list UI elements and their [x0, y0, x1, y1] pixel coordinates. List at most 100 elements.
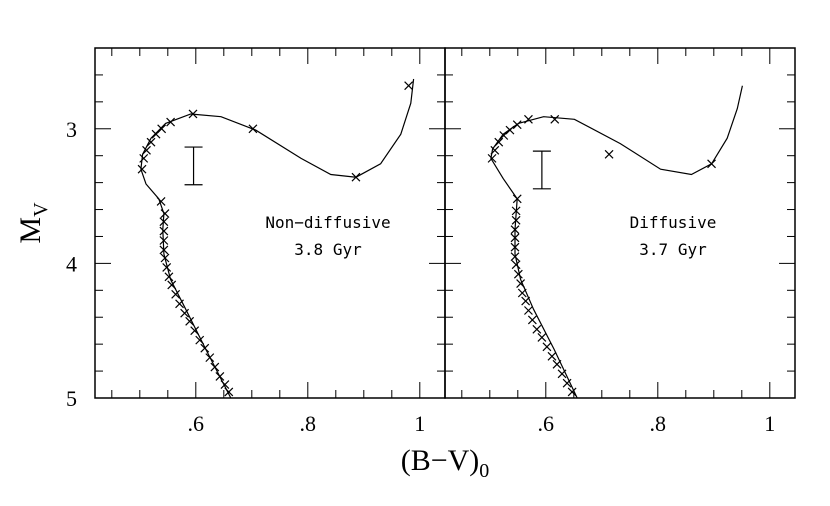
cross-marker [180, 308, 190, 318]
cross-stroke [567, 387, 577, 397]
x-axis-label-main: (B−V) [401, 444, 480, 477]
cross-stroke [517, 288, 527, 298]
cross-stroke [604, 149, 614, 159]
cross-marker [542, 342, 552, 352]
cross-marker [175, 299, 184, 309]
cross-marker [562, 378, 572, 388]
cross-marker [516, 279, 526, 289]
cross-stroke [527, 315, 537, 325]
y-axis-label-sub: V [30, 202, 52, 217]
cross-stroke [505, 125, 515, 135]
cross-stroke [164, 272, 174, 282]
cross-marker [190, 326, 200, 336]
cross-stroke [175, 299, 184, 309]
cross-marker [156, 197, 166, 206]
cross-stroke [516, 279, 526, 289]
cross-marker [210, 362, 220, 372]
y-tick-label: 5 [66, 386, 77, 411]
cross-stroke [524, 306, 533, 315]
cross-marker [487, 153, 497, 163]
cross-stroke [159, 226, 169, 236]
cross-marker [220, 380, 230, 389]
cross-stroke [513, 269, 523, 279]
y-tick-label: 4 [66, 251, 77, 276]
cross-stroke [537, 332, 547, 342]
cross-marker [159, 217, 169, 227]
cross-marker [510, 242, 520, 252]
x-axis-label: (B−V)0 [401, 444, 490, 482]
error-bar [532, 150, 551, 190]
cross-marker [547, 351, 557, 361]
cross-marker [510, 225, 520, 235]
cross-stroke [550, 114, 560, 124]
cross-marker [604, 149, 614, 159]
cross-marker [164, 272, 174, 282]
cross-marker [517, 288, 527, 298]
annotation: 3.8 Gyr [294, 240, 362, 259]
cross-marker [142, 145, 151, 155]
cross-marker [510, 233, 520, 243]
isochrone [140, 78, 415, 399]
cross-marker [505, 125, 515, 135]
cross-stroke [160, 209, 170, 219]
cross-marker [557, 369, 567, 379]
cross-stroke [224, 387, 234, 397]
cross-marker [166, 117, 176, 127]
cross-stroke [490, 145, 500, 155]
cross-marker [139, 153, 149, 163]
cross-stroke [512, 194, 522, 204]
panel-frame [444, 47, 796, 399]
cross-stroke [510, 233, 520, 243]
cross-stroke [512, 120, 522, 130]
cross-marker [527, 315, 537, 325]
cross-stroke [510, 225, 520, 235]
cross-stroke [215, 372, 225, 381]
cross-marker [167, 280, 177, 290]
cross-marker [171, 289, 181, 299]
cross-marker [511, 260, 521, 270]
cross-marker [494, 137, 504, 147]
cross-stroke [510, 252, 520, 262]
x-tick-label: .8 [300, 411, 317, 436]
cross-marker [404, 81, 414, 91]
cross-marker [224, 387, 234, 397]
cross-stroke [510, 242, 520, 252]
cross-marker [512, 194, 522, 204]
cross-marker [157, 124, 167, 134]
cross-stroke [162, 262, 172, 272]
x-tick-label: .6 [188, 411, 205, 436]
cross-stroke [159, 217, 169, 227]
cross-stroke [547, 351, 557, 361]
cross-marker [162, 262, 172, 272]
x-tick-label: .6 [538, 411, 555, 436]
cross-marker [550, 114, 560, 124]
y-axis-label-main: M [14, 217, 47, 244]
cross-marker [513, 269, 523, 279]
cross-stroke [351, 172, 361, 182]
cross-stroke [200, 343, 210, 353]
y-axis-label: MV [14, 202, 52, 244]
cross-stroke [220, 380, 230, 389]
cross-marker [567, 387, 577, 397]
cross-stroke [171, 289, 181, 299]
cross-marker [188, 109, 198, 119]
cross-marker [205, 353, 215, 363]
cross-marker [159, 245, 169, 255]
cross-marker [707, 159, 716, 169]
cross-stroke [180, 308, 190, 318]
cross-stroke [159, 236, 169, 245]
cross-stroke [487, 153, 497, 163]
cross-stroke [157, 124, 167, 134]
cross-marker [146, 137, 156, 147]
cross-marker [160, 209, 170, 219]
cross-stroke [167, 280, 177, 290]
cross-marker [215, 372, 225, 381]
cross-marker [195, 335, 205, 345]
cross-marker [512, 120, 522, 130]
cross-marker [490, 145, 500, 155]
cross-stroke [156, 197, 166, 206]
cross-marker [552, 359, 562, 369]
cross-marker [532, 324, 542, 334]
cross-stroke [524, 114, 533, 124]
cross-stroke [139, 153, 149, 163]
